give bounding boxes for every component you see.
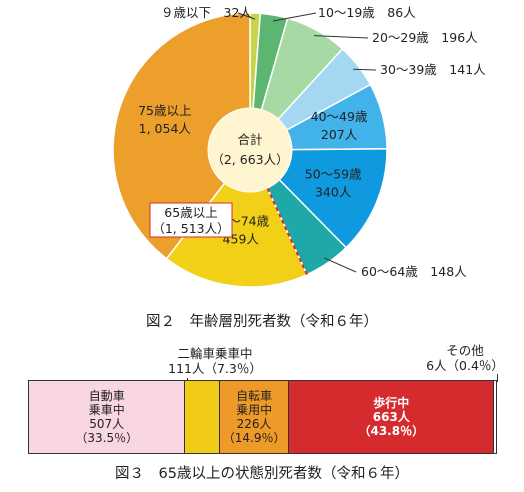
leader-line [237,12,256,20]
other-callout-value: 6人（0.4％） [426,358,504,373]
leader-line [272,12,317,22]
bar-segment-label: 乗車中 [88,403,125,417]
other-callout-name: その他 [446,343,484,358]
moped-callout: 二輪車乗車中 111人（7.3％） [150,346,280,376]
pie-slice [165,148,308,288]
65-plus-box [149,202,233,238]
bar-segment-label: 自転車 [236,389,273,403]
fig2-caption: 図２ 年齢層別死者数（令和６年） [146,313,378,330]
slice-label: 207人 [321,127,358,142]
slice-label: 30～39歳 141人 [380,62,486,77]
bar-segment-label: 歩行中 [373,396,410,410]
other-leader-line [497,374,498,382]
pie-center-total: （2, 663人） [211,152,288,167]
65-plus-label: 65歳以上 [164,205,217,220]
slice-label: 20～29歳 196人 [372,30,478,45]
bar-segment [494,381,496,453]
leader-line [353,68,377,71]
status-stacked-bar: 自動車 乗車中 507人 （33.5％） 自転車 乗用中 226人 （14.9％） 歩行中 663… [28,380,497,454]
slice-label: 50～59歳 [305,166,362,181]
slice-label: 340人 [315,184,352,199]
bar-segment-label: 507人 [89,417,125,431]
bar-segment-label: 663人 [372,410,410,424]
bar-segment-label: （14.9％） [222,431,286,445]
bar-segment: 自動車 乗車中 507人 （33.5％） [29,381,186,453]
pie-center-disc [207,107,293,193]
leader-line [324,257,357,273]
age-pie-chart: 合計 （2, 663人） ９歳以下 32人 10～19歳 86人 20～29歳 19… [112,5,486,330]
bar-segment-label: 乗用中 [236,403,273,417]
leader-line [313,35,369,39]
fig3-caption: 図３ 65歳以上の状態別死者数（令和６年） [115,466,409,482]
slice-label: 40～49歳 [311,109,368,124]
bar-segment-label: 自動車 [88,389,125,403]
bar-segment-label: （33.5％） [75,431,139,445]
slice-label: 1, 054人 [139,121,192,136]
pie-center-label: 合計 [237,132,262,147]
slice-label: 60～64歳 148人 [361,264,467,279]
bar-segment-label: （43.8％） [358,424,425,438]
bar-segment: 歩行中 663人 （43.8％） [289,381,495,453]
bar-segment-label: 226人 [236,417,272,431]
moped-callout-name: 二輪車乗車中 [177,346,253,361]
pie-slice [112,12,251,260]
slice-label: 75歳以上 [138,103,191,118]
bar-segment: 自転車 乗用中 226人 （14.9％） [219,381,290,453]
moped-callout-value: 111人（7.3％） [168,361,262,376]
slice-label: ９歳以下 32人 [161,5,252,20]
bar-segment [185,381,220,453]
65-plus-divider [266,187,308,276]
other-callout: その他 6人（0.4％） [410,343,520,373]
slice-label: 10～19歳 86人 [318,5,416,20]
65-plus-total: （1, 513人） [152,221,229,236]
